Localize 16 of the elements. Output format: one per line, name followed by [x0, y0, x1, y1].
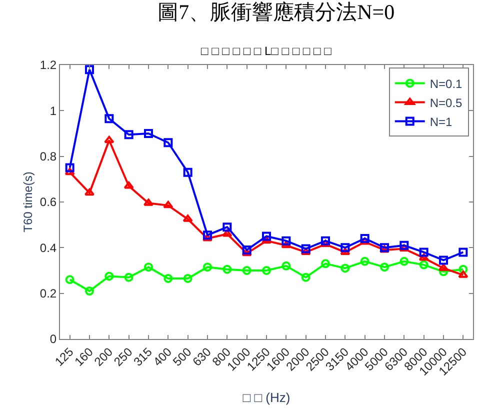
x-tick-label: 125 [52, 344, 76, 369]
y-tick-label: 0.8 [40, 150, 57, 164]
y-tick-label: 0 [50, 332, 57, 346]
x-axis-title: □ □ (Hz) [242, 390, 290, 405]
y-tick-label: 0.6 [40, 195, 57, 210]
legend-label: N=0.5 [430, 96, 463, 110]
legend-label: N=1 [430, 114, 453, 129]
chart-title: 圖7、脈衝響應積分法N=0 [158, 0, 395, 24]
y-tick-label: 0.2 [40, 286, 57, 301]
y-tick-label: 0.4 [40, 240, 57, 255]
y-tick-label: 1.2 [40, 58, 57, 72]
legend-label: N=0.1 [430, 76, 463, 91]
y-tick-label: 1 [50, 104, 57, 118]
x-tick-label: 500 [170, 344, 194, 369]
chart-subtitle: □ □ □ □ □ □ L□ □ □ □ □ □ [201, 44, 332, 58]
y-axis-title: T60 time(s) [21, 172, 36, 232]
